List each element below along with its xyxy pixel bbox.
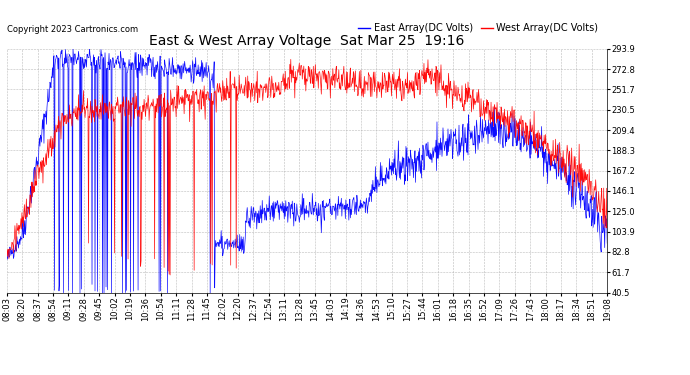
- Title: East & West Array Voltage  Sat Mar 25  19:16: East & West Array Voltage Sat Mar 25 19:…: [149, 34, 465, 48]
- Legend: East Array(DC Volts), West Array(DC Volts): East Array(DC Volts), West Array(DC Volt…: [355, 20, 602, 37]
- Text: Copyright 2023 Cartronics.com: Copyright 2023 Cartronics.com: [7, 25, 138, 34]
